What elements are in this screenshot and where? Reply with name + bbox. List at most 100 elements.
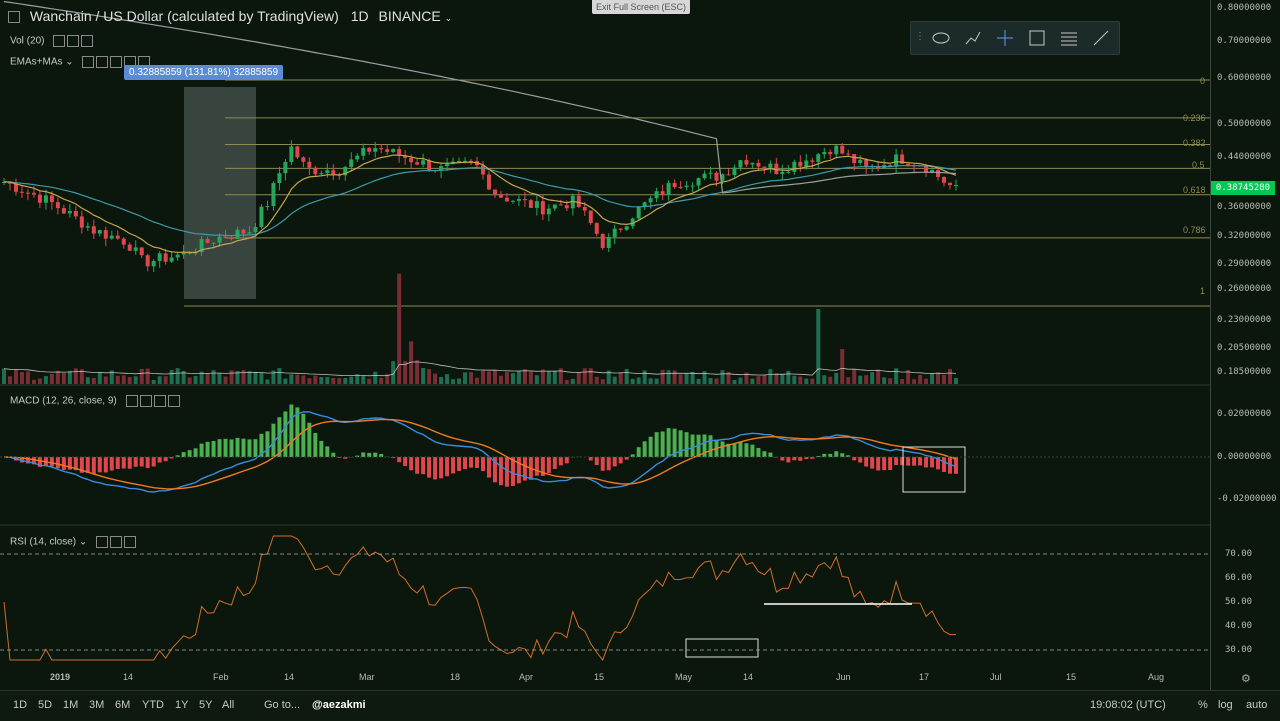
macd-legend-buttons[interactable] [126,395,182,407]
candle-body [726,174,730,175]
rsi-line [4,536,956,660]
candle-body [774,164,778,174]
price-axis[interactable]: 0.80000000 0.70000000 0.60000000 0.50000… [1210,0,1280,690]
range-5d-button[interactable]: 5D [38,699,52,711]
macd-histogram-bar [756,448,760,457]
macd-legend[interactable]: MACD (12, 26, close, 9) [10,395,182,407]
collapse-icon[interactable] [8,11,20,23]
interval-label[interactable]: 1D [351,8,369,24]
candle-body [68,211,72,213]
volume-bar [44,376,48,384]
volume-bar [882,377,886,384]
crosshair-tool-icon[interactable] [995,28,1015,48]
candle-body [158,253,162,261]
macd-histogram-bar [828,454,832,457]
volume-bar [649,378,653,384]
volume-bar [140,369,144,384]
volume-bar [206,373,210,384]
candle-body [86,226,90,227]
rectangle-tool-icon[interactable] [1027,28,1047,48]
candle-body [756,163,760,167]
candle-body [577,196,581,207]
rsi-tick: 50.00 [1225,597,1252,607]
volume-bar [301,375,305,384]
candle-body [493,189,497,194]
macd-histogram-bar [643,441,647,457]
volume-bar [631,379,635,384]
volume-bar [313,376,317,384]
range-ytd-button[interactable]: YTD [142,699,164,711]
trendline-tool-icon[interactable] [1091,28,1111,48]
candle-body [535,201,539,208]
macd-histogram-bar [691,435,695,457]
vol-legend[interactable]: Vol (20) [10,35,95,47]
rsi-tick: 40.00 [1225,621,1252,631]
range-5y-button[interactable]: 5Y [199,699,212,711]
time-tick: 17 [919,672,929,682]
range-all-button[interactable]: All [222,699,234,711]
volume-bar [517,371,521,384]
price-pane[interactable] [0,0,1210,668]
symbol-title[interactable]: Wanchain / US Dollar (calculated by Trad… [30,8,339,24]
brush-tool-icon[interactable] [963,28,983,48]
volume-bar [487,371,491,384]
volume-bar [20,372,24,384]
candle-body [146,255,150,266]
candle-body [607,237,611,248]
range-1m-button[interactable]: 1M [63,699,78,711]
volume-bar [535,375,539,384]
drag-handle-icon[interactable]: ⋮ [915,31,925,42]
vol-legend-buttons[interactable] [53,35,95,47]
range-1d-button[interactable]: 1D [13,699,27,711]
range-6m-button[interactable]: 6M [115,699,130,711]
log-scale-toggle[interactable]: log [1218,699,1233,711]
candle-body [936,170,940,177]
volume-bar [212,370,216,384]
macd-histogram-bar [655,432,659,457]
volume-bar [715,378,719,384]
price-tick: 0.80000000 [1217,3,1271,13]
candle-body [655,191,659,198]
volume-bar [349,377,353,384]
candle-body [331,170,335,175]
price-tick: 0.60000000 [1217,73,1271,83]
time-tick: 2019 [50,672,70,682]
price-tick: 0.18500000 [1217,367,1271,377]
time-axis[interactable]: 2019 14 Feb 14 Mar 18 Apr 15 May 14 Jun … [0,668,1210,690]
macd-histogram-bar [499,457,503,485]
macd-histogram-bar [649,437,653,457]
volume-bar [667,370,671,384]
volume-bar [62,373,66,384]
macd-histogram-bar [738,442,742,457]
exit-fullscreen-button[interactable]: Exit Full Screen (ESC) [592,0,690,14]
macd-histogram-bar [906,457,910,466]
fib-tool-icon[interactable] [1059,28,1079,48]
utc-clock[interactable]: 19:08:02 (UTC) [1090,699,1166,711]
chevron-down-icon[interactable]: ⌄ [445,13,453,23]
rsi-legend-buttons[interactable] [96,536,138,548]
range-3m-button[interactable]: 3M [89,699,104,711]
volume-bar [2,369,6,384]
volume-bar [822,375,826,384]
time-tick: Aug [1148,672,1164,682]
rsi-tick: 60.00 [1225,573,1252,583]
macd-histogram-bar [134,457,138,467]
candle-body [709,173,713,174]
drawing-toolbar: ⋮ [910,21,1120,55]
volume-bar [379,378,383,384]
range-1y-button[interactable]: 1Y [175,699,188,711]
percent-scale-toggle[interactable]: % [1198,699,1208,711]
auto-scale-toggle[interactable]: auto [1246,699,1267,711]
goto-button[interactable]: Go to... [264,699,300,711]
settings-gear-icon[interactable]: ⚙ [1241,672,1251,685]
measure-range-box [184,87,256,299]
macd-histogram-bar [547,457,551,473]
macd-histogram-bar [104,457,108,473]
ellipse-tool-icon[interactable] [931,28,951,48]
candle-body [780,172,784,174]
candle-body [62,208,66,213]
price-tick: 0.20500000 [1217,343,1271,353]
rsi-legend[interactable]: RSI (14, close) ⌄ [10,536,138,548]
time-tick: 15 [594,672,604,682]
